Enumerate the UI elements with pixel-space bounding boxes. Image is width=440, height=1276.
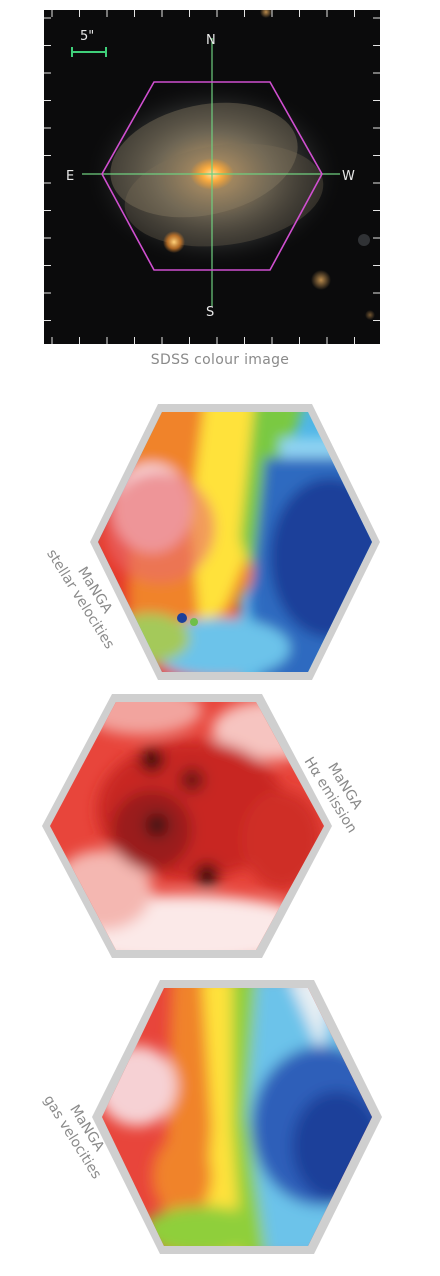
ifu-hexagon-outline (101, 81, 323, 271)
sdss-image: 5" N S E W (44, 10, 380, 344)
compass-north: N (206, 33, 216, 48)
scale-bar (71, 47, 107, 57)
frame-ticks (44, 10, 380, 344)
gas-velocity-map (92, 976, 382, 1258)
compass-west: W (342, 169, 355, 184)
compass-east: E (66, 169, 74, 184)
compass-south: S (206, 305, 214, 320)
sdss-image-panel: 5" N S E W (44, 10, 380, 344)
foreground-star (163, 231, 185, 253)
halpha-emission-map (42, 690, 332, 962)
stellar-velocity-map (90, 398, 382, 686)
sdss-caption: SDSS colour image (150, 352, 290, 368)
scale-bar-label: 5" (80, 29, 94, 44)
